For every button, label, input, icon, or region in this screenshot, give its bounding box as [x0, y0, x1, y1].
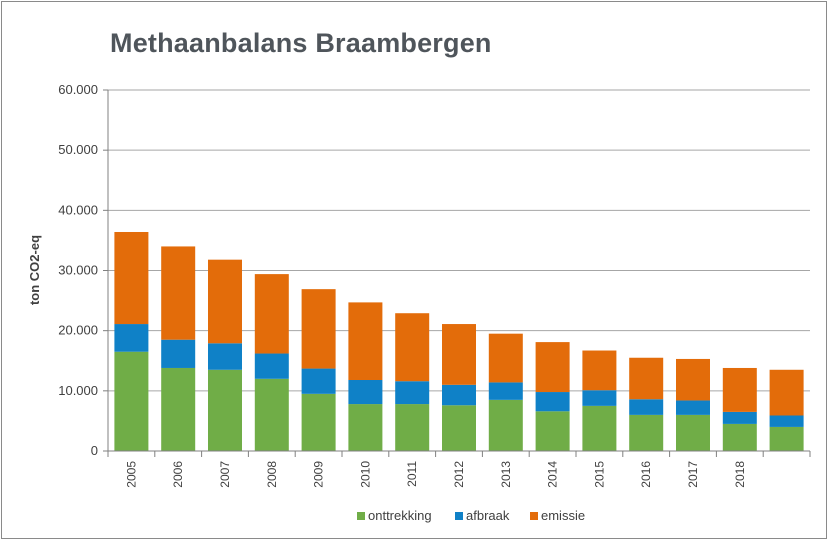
bar-afbraak-last [769, 415, 804, 427]
x-tick-labels: 2005 2006 2007 2008 2009 2010 2011 2012 2013 2014… [124, 461, 746, 488]
y-tick-label: 30.000 [58, 263, 98, 278]
y-tick-labels: 0 10.000 20.000 30.000 40.000 50.000 60.000 [58, 82, 98, 458]
x-tick-label: 2016 [639, 461, 653, 488]
bar-emissie-2011 [395, 313, 430, 382]
bar-onttrekking-2007 [208, 369, 242, 451]
y-tick-label: 10.000 [58, 383, 98, 398]
y-tick-label: 50.000 [58, 142, 98, 157]
legend: onttrekking afbraak emissie [357, 508, 585, 523]
bar-onttrekking-2015 [582, 405, 617, 451]
x-tick-label: 2009 [312, 461, 326, 488]
x-tick-label: 2008 [265, 461, 279, 488]
bar-afbraak-2007 [208, 343, 242, 370]
bar-onttrekking-2014 [535, 411, 570, 451]
x-tick-label: 2007 [218, 461, 232, 488]
bar-afbraak-2009 [301, 368, 336, 394]
bar-onttrekking-2009 [301, 393, 336, 451]
bar-emissie-2017 [676, 358, 710, 401]
axes [103, 89, 811, 457]
bar-emissie-last [769, 369, 804, 416]
legend-label-emissie: emissie [541, 508, 585, 523]
x-tick-label: 2015 [592, 461, 606, 488]
y-tick-label: 0 [91, 443, 98, 458]
bar-afbraak-2015 [582, 390, 617, 406]
x-tick-label: 2010 [358, 461, 372, 488]
legend-swatch-afbraak [455, 512, 463, 520]
bar-onttrekking-2012 [442, 405, 476, 451]
bar-onttrekking-2006 [161, 367, 196, 451]
bar-onttrekking-last [769, 426, 804, 451]
bar-emissie-2018 [722, 367, 757, 412]
y-tick-label: 20.000 [58, 323, 98, 338]
bar-emissie-2007 [208, 259, 242, 344]
bar-afbraak-2013 [488, 382, 523, 400]
bars [114, 231, 804, 451]
x-tick-label: 2017 [686, 461, 700, 488]
x-tick-label: 2011 [405, 461, 419, 487]
bar-onttrekking-2005 [114, 351, 149, 451]
bar-afbraak-2010 [348, 380, 383, 405]
legend-label-onttrekking: onttrekking [368, 508, 432, 523]
legend-swatch-onttrekking [357, 512, 365, 520]
bar-emissie-2008 [254, 274, 289, 354]
x-tick-label: 2014 [546, 461, 560, 488]
bar-onttrekking-2008 [254, 378, 289, 451]
bar-afbraak-2012 [442, 384, 476, 406]
bar-afbraak-2018 [722, 411, 757, 424]
bar-afbraak-2014 [535, 392, 570, 412]
y-tick-label: 40.000 [58, 202, 98, 217]
bar-afbraak-2017 [676, 400, 710, 415]
bar-afbraak-2005 [114, 324, 149, 352]
bar-afbraak-2011 [395, 381, 430, 405]
x-tick-label: 2013 [499, 461, 513, 488]
y-tick-label: 60.000 [58, 82, 98, 97]
bar-onttrekking-2016 [629, 414, 664, 451]
bar-emissie-2016 [629, 357, 664, 400]
bar-onttrekking-2013 [488, 399, 523, 451]
bar-emissie-2005 [114, 231, 149, 325]
bar-afbraak-2016 [629, 399, 664, 415]
x-tick-label: 2006 [171, 461, 185, 488]
bar-emissie-2006 [161, 246, 196, 340]
bar-afbraak-2008 [254, 353, 289, 379]
legend-swatch-emissie [530, 512, 538, 520]
x-tick-label: 2018 [733, 461, 747, 488]
chart-title: Methaanbalans Braambergen [110, 28, 492, 58]
legend-label-afbraak: afbraak [466, 508, 510, 523]
bar-onttrekking-2011 [395, 404, 430, 451]
x-tick-label: 2005 [124, 461, 138, 488]
bar-onttrekking-2017 [676, 414, 710, 451]
bar-emissie-2010 [348, 302, 383, 381]
bar-afbraak-2006 [161, 339, 196, 368]
bar-onttrekking-2018 [722, 423, 757, 451]
bar-emissie-2013 [488, 333, 523, 383]
bar-emissie-2014 [535, 342, 570, 393]
bar-emissie-2015 [582, 350, 617, 391]
bar-onttrekking-2010 [348, 404, 383, 451]
y-axis-label: ton CO2-eq [27, 235, 42, 305]
bar-emissie-2009 [301, 289, 336, 369]
x-tick-label: 2012 [452, 461, 466, 488]
bar-emissie-2012 [442, 324, 476, 385]
